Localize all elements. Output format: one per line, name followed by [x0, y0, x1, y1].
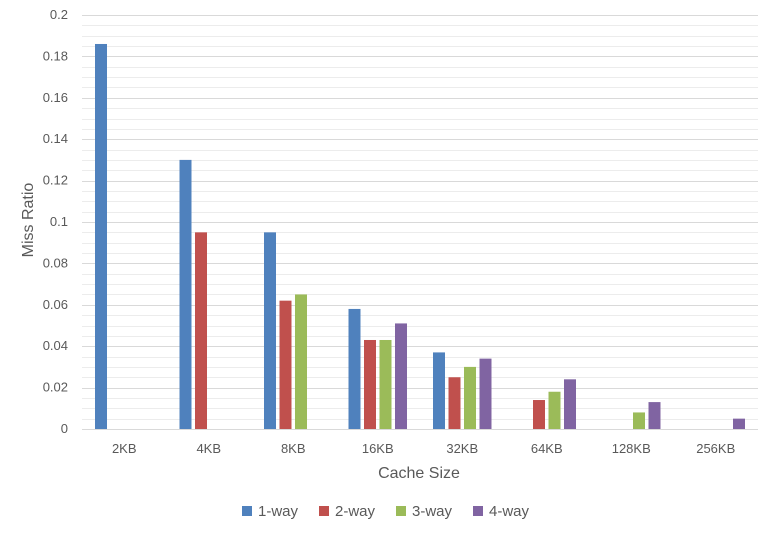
bar-2-way-8KB: [279, 300, 292, 429]
y-axis-title: Miss Ratio: [20, 183, 37, 258]
y-tick-label: 0.2: [50, 7, 68, 22]
x-tick-label: 2KB: [112, 441, 137, 456]
bar-4-way-16KB: [395, 323, 407, 429]
bar-3-way-128KB: [633, 412, 645, 429]
bar-1-way-8KB: [264, 232, 276, 429]
legend-swatch: [319, 506, 329, 516]
x-tick-label: 64KB: [531, 441, 563, 456]
y-tick-label: 0.02: [43, 380, 68, 395]
x-tick-label: 128KB: [612, 441, 651, 456]
x-tick-labels: 2KB 4KB 8KB 16KB 32KB 64KB 128KB 256KB: [112, 441, 735, 456]
legend-swatch: [242, 506, 252, 516]
bar-3-way-32KB: [464, 366, 476, 429]
x-tick-label: 4KB: [196, 441, 221, 456]
x-tick-label: 256KB: [696, 441, 735, 456]
bars: [95, 43, 745, 429]
legend: 1-way 2-way 3-way 4-way: [242, 503, 530, 520]
bar-4-way-128KB: [648, 402, 661, 429]
legend-swatch: [473, 506, 483, 516]
bar-3-way-16KB: [379, 339, 392, 429]
x-tick-label: 16KB: [362, 441, 394, 456]
bar-3-way-64KB: [548, 391, 561, 429]
bar-2-way-32KB: [448, 377, 461, 429]
y-tick-label: 0.16: [43, 90, 68, 105]
legend-label: 3-way: [412, 503, 453, 520]
legend-label: 1-way: [258, 503, 299, 520]
bar-2-way-4KB: [195, 232, 207, 429]
bar-4-way-256KB: [733, 418, 745, 429]
y-tick-label: 0.14: [43, 131, 68, 146]
x-tick-label: 32KB: [446, 441, 478, 456]
y-tick-label: 0.12: [43, 173, 68, 188]
y-tick-label: 0.04: [43, 338, 68, 353]
y-tick-label: 0.06: [43, 297, 68, 312]
gridlines: [82, 15, 758, 420]
y-tick-labels: 0 0.02 0.04 0.06 0.08 0.1 0.12 0.14 0.16 0.18 0.2: [43, 7, 68, 436]
legend-label: 2-way: [335, 503, 376, 520]
bar-2-way-64KB: [533, 400, 545, 429]
bar-1-way-2KB: [95, 43, 107, 429]
legend-swatch: [396, 506, 406, 516]
y-tick-label: 0: [61, 421, 68, 436]
bar-1-way-4KB: [179, 159, 192, 429]
y-tick-label: 0.08: [43, 255, 68, 270]
bar-1-way-16KB: [348, 308, 361, 429]
y-tick-label: 0.1: [50, 214, 68, 229]
bar-4-way-64KB: [564, 379, 576, 429]
bar-2-way-16KB: [364, 339, 376, 429]
bar-4-way-32KB: [479, 358, 492, 429]
bar-1-way-32KB: [433, 352, 445, 429]
x-axis-title: Cache Size: [378, 465, 460, 482]
y-tick-label: 0.18: [43, 48, 68, 63]
bar-3-way-8KB: [295, 294, 307, 429]
legend-label: 4-way: [489, 503, 530, 520]
x-tick-label: 8KB: [281, 441, 306, 456]
